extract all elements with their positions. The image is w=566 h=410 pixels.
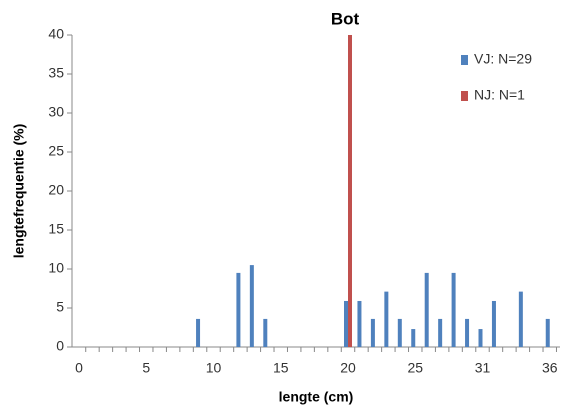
legend-label: NJ: N=1 <box>474 87 525 103</box>
bar <box>236 272 241 347</box>
y-tick-label: 35 <box>48 65 64 81</box>
bar <box>196 318 201 347</box>
bar <box>424 272 429 347</box>
x-tick-label: 31 <box>475 360 491 376</box>
x-tick-label: 15 <box>273 360 289 376</box>
x-tick-label: 5 <box>142 360 150 376</box>
legend-swatch <box>461 55 468 65</box>
legend-swatch <box>461 91 468 101</box>
y-tick-label: 40 <box>48 26 64 42</box>
bar <box>545 318 550 347</box>
y-tick-label: 30 <box>48 104 64 120</box>
x-tick-label: 20 <box>340 360 356 376</box>
y-axis-label: lengtefrequentie (%) <box>11 124 27 259</box>
bar <box>518 291 523 347</box>
x-axis-label: lengte (cm) <box>279 389 354 405</box>
bar <box>357 300 362 347</box>
bar <box>451 272 456 347</box>
bar <box>370 318 375 347</box>
y-tick-label: 5 <box>56 299 64 315</box>
bar <box>465 318 470 347</box>
bar <box>411 329 416 347</box>
bar <box>384 291 389 347</box>
chart-title: Bot <box>331 9 360 28</box>
bar <box>491 300 496 347</box>
bar <box>478 329 483 347</box>
x-tick-label: 10 <box>206 360 222 376</box>
y-tick-label: 0 <box>56 338 64 354</box>
bar <box>397 318 402 347</box>
bar <box>438 318 443 347</box>
bar <box>344 300 348 347</box>
y-tick-label: 15 <box>48 221 64 237</box>
x-tick-label: 0 <box>75 360 83 376</box>
x-tick-label: 36 <box>542 360 558 376</box>
legend-label: VJ: N=29 <box>474 51 532 67</box>
bar <box>249 265 254 347</box>
x-tick-label: 25 <box>407 360 423 376</box>
y-tick-label: 10 <box>48 260 64 276</box>
bar <box>263 318 268 347</box>
y-tick-label: 20 <box>48 182 64 198</box>
y-tick-label: 25 <box>48 143 64 159</box>
bar <box>348 35 352 347</box>
